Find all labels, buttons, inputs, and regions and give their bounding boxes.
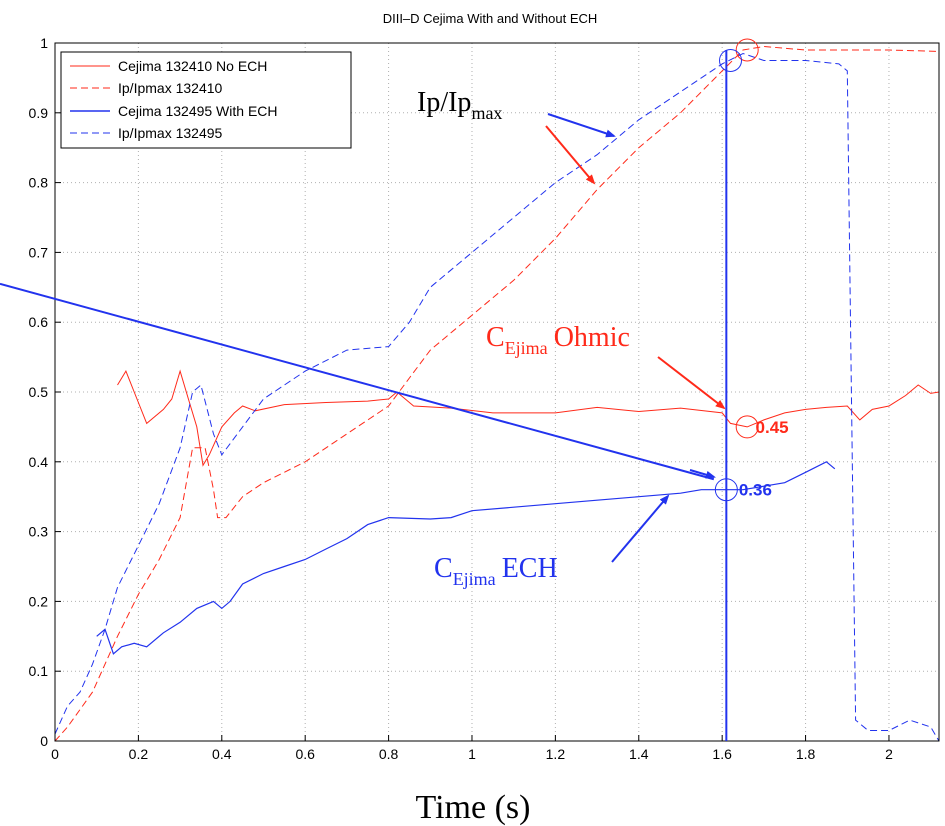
series-line-1 — [54, 45, 940, 742]
x-tick-label: 0.8 — [379, 746, 399, 762]
x-tick-label: 1.8 — [796, 746, 816, 762]
y-tick-label: 0.3 — [29, 524, 49, 540]
series-line-2 — [96, 461, 836, 655]
series-line-3 — [54, 52, 940, 742]
diagonal-pointer-line — [0, 282, 715, 481]
x-tick-label: 2 — [885, 746, 893, 762]
series-group — [54, 45, 940, 742]
x-tick-label: 1.4 — [629, 746, 649, 762]
x-tick-label: 1.6 — [712, 746, 732, 762]
ip-arrow-red — [545, 125, 596, 185]
y-tick-label: 0.4 — [29, 454, 49, 470]
x-tick-label: 0.4 — [212, 746, 232, 762]
legend-label-1: Ip/Ipmax 132410 — [118, 80, 223, 96]
y-tick-label: 0.6 — [29, 314, 49, 330]
x-tick-label: 0.2 — [129, 746, 149, 762]
ech-value-label: 0.36 — [739, 481, 772, 500]
grid — [55, 43, 939, 741]
legend-label-2: Cejima 132495 With ECH — [118, 103, 278, 119]
y-tick-label: 0 — [40, 733, 48, 749]
plot-frame — [54, 42, 940, 742]
x-axis-label: Time (s) — [416, 789, 531, 826]
top-red-marker-circle — [735, 38, 759, 62]
ohmic-value-label: 0.45 — [756, 418, 789, 437]
ech-marker-circle — [714, 478, 738, 502]
chart-title: DIII–D Cejima With and Without ECH — [383, 11, 598, 26]
legend-box — [60, 51, 352, 149]
y-tick-label: 0.8 — [29, 175, 49, 191]
y-tick-label: 1 — [40, 35, 48, 51]
legend-label-3: Ip/Ipmax 132495 — [118, 125, 223, 141]
ip-annotation: Ip/Ipmax — [417, 87, 502, 123]
ohmic-marker-circle — [735, 415, 759, 439]
ohmic-arrow — [657, 356, 726, 410]
x-tick-label: 1.2 — [546, 746, 566, 762]
y-tick-label: 0.5 — [29, 384, 49, 400]
x-tick-label: 1 — [468, 746, 476, 762]
legend: Cejima 132410 No ECH Ip/Ipmax 132410 Cej… — [60, 51, 352, 149]
y-tick-label: 0.7 — [29, 244, 49, 260]
y-tick-label: 0.2 — [29, 593, 49, 609]
ech-arrow — [611, 494, 670, 563]
x-tick-label: 0.6 — [295, 746, 315, 762]
legend-label-0: Cejima 132410 No ECH — [118, 58, 267, 74]
ticks-group: 0 0.2 0.4 0.6 0.8 1 1.2 1.4 1.6 1.8 2 0 0.1 0.2 0.3 0.4… — [29, 35, 894, 762]
diag-arrow-head — [689, 469, 716, 479]
y-tick-label: 0.1 — [29, 663, 49, 679]
ohmic-annotation: CEjima Ohmic — [486, 322, 630, 358]
ip-arrow-blue — [547, 113, 616, 138]
ech-annotation: CEjima ECH — [434, 553, 558, 589]
series-line-0 — [117, 369, 940, 467]
y-tick-label: 0.9 — [29, 105, 49, 121]
top-blue-marker-circle — [719, 48, 743, 72]
x-tick-label: 0 — [51, 746, 59, 762]
